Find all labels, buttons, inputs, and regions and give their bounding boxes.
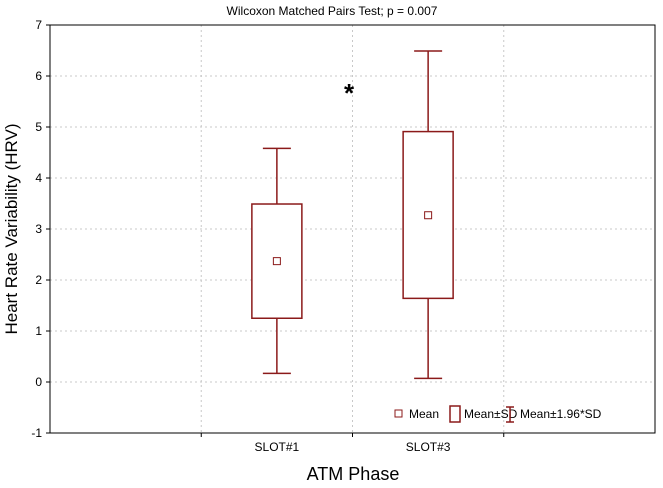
significance-asterisk: *: [344, 78, 355, 108]
legend: Mean Mean±SD Mean±1.96*SD: [394, 405, 602, 423]
y-tick-label: 1: [35, 324, 42, 338]
box-1: [251, 147, 303, 375]
legend-sd-label: Mean±SD: [464, 407, 518, 421]
y-tick-label: 7: [35, 18, 42, 32]
y-tick-label: 0: [35, 375, 42, 389]
chart-title: Wilcoxon Matched Pairs Test; p = 0.007: [227, 4, 438, 18]
box-series: [251, 50, 454, 380]
legend-mean-label: Mean: [409, 407, 439, 421]
gridlines: [50, 25, 655, 433]
y-axis: -1 0 1 2 3 4 5 6 7: [31, 18, 50, 440]
legend-sd-box: [449, 405, 461, 423]
y-axis-label: Heart Rate Variability (HRV): [2, 124, 21, 335]
legend-mean-marker: [394, 409, 403, 418]
y-tick-label: 4: [35, 171, 42, 185]
y-tick-label: -1: [31, 426, 42, 440]
x-tick-label: SLOT#1: [255, 440, 300, 454]
box-2: [402, 50, 454, 380]
y-tick-label: 2: [35, 273, 42, 287]
mean-marker: [272, 257, 281, 266]
legend-ci-label: Mean±1.96*SD: [520, 407, 602, 421]
y-tick-label: 3: [35, 222, 42, 236]
y-tick-label: 6: [35, 69, 42, 83]
x-axis-label: ATM Phase: [307, 464, 400, 484]
x-tick-label: SLOT#3: [406, 440, 451, 454]
mean-marker: [424, 211, 433, 220]
sd-box: [251, 203, 303, 319]
y-tick-label: 5: [35, 120, 42, 134]
x-axis: SLOT#1 SLOT#3: [200, 433, 505, 454]
legend-ci-whisker: [506, 406, 514, 423]
